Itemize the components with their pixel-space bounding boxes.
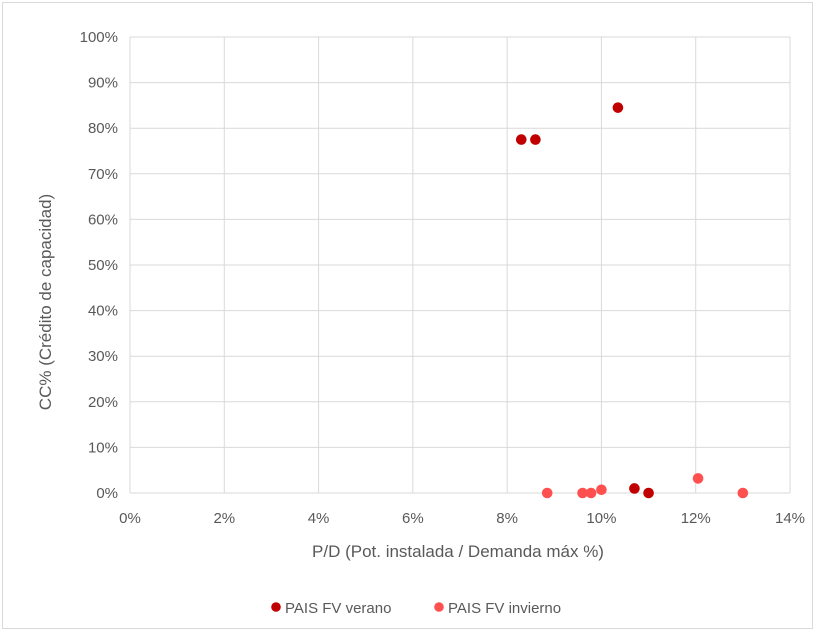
point-verano [530,134,541,145]
point-verano [515,134,527,145]
x-tick-label: 6% [402,510,424,527]
y-tick-label: 90% [88,75,118,92]
x-tick-label: 8% [496,510,518,527]
y-tick-label: 10% [88,439,118,456]
point-invierno [585,487,597,499]
x-tick-label: 14% [775,510,805,527]
point-verano [643,487,654,499]
y-tick-label: 20% [88,394,118,411]
y-tick-label: 0% [96,485,118,502]
x-tick-label: 0% [119,510,141,527]
y-tick-label: 30% [88,348,118,365]
grid-lines [129,36,791,494]
x-tick-label: 12% [681,510,711,527]
legend-marker-invierno [434,602,444,612]
point-invierno [577,487,588,499]
x-tick-label: 2% [213,510,235,527]
y-axis-label: CC% (Crédito de capacidad) [36,194,55,410]
y-tick-label: 40% [88,303,118,320]
y-tick-label: 70% [88,166,118,183]
legend-marker-verano [271,602,281,612]
legend-label-invierno: PAIS FV invierno [448,600,561,617]
scatter-chart: 0% 10% 20% 30% 40% 50% 60% 70% 80% 90% 100% 0% 2% 4%… [36,29,805,617]
point-verano [612,102,624,113]
y-tick-label: 60% [88,211,118,228]
y-tick-label: 80% [88,120,118,137]
x-tick-label: 10% [586,510,616,527]
legend: PAIS FV verano PAIS FV invierno [271,600,561,617]
point-verano [629,483,640,494]
data-points [515,102,749,499]
legend-label-verano: PAIS FV verano [285,600,391,617]
point-invierno [737,487,749,499]
x-axis-label: P/D (Pot. instalada / Demanda máx %) [312,542,604,561]
point-invierno [541,487,553,499]
y-tick-label: 100% [80,29,118,46]
point-invierno [692,473,704,484]
y-axis-ticks: 0% 10% 20% 30% 40% 50% 60% 70% 80% 90% 100% [80,29,118,502]
point-invierno [596,484,607,496]
x-axis-ticks: 0% 2% 4% 6% 8% 10% 12% 14% [119,510,805,527]
x-tick-label: 4% [308,510,330,527]
y-tick-label: 50% [88,257,118,274]
